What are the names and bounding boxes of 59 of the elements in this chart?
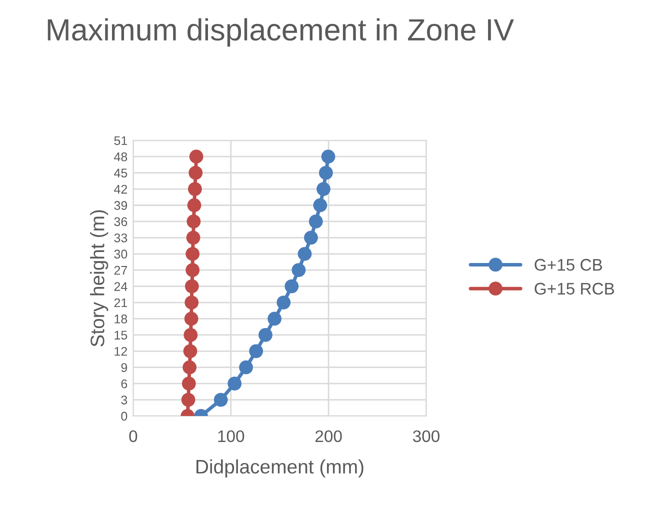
x-tick-label: 200 bbox=[315, 430, 342, 442]
point bbox=[182, 376, 196, 391]
point bbox=[188, 182, 202, 196]
y-tick-label: 0 bbox=[121, 412, 128, 421]
point bbox=[186, 246, 200, 261]
point bbox=[304, 230, 318, 245]
y-tick-label: 27 bbox=[114, 266, 128, 275]
point bbox=[268, 312, 282, 326]
y-axis-title: Story height (m) bbox=[90, 210, 108, 346]
point bbox=[187, 198, 202, 212]
point bbox=[239, 360, 253, 374]
point bbox=[183, 344, 198, 358]
point bbox=[318, 166, 333, 180]
y-tick-label: 36 bbox=[114, 217, 128, 226]
y-tick-label: 42 bbox=[114, 184, 128, 194]
point bbox=[189, 150, 204, 164]
y-tick-label: 15 bbox=[114, 330, 128, 340]
y-tick-label: 30 bbox=[114, 250, 128, 259]
y-tick-label: 39 bbox=[114, 201, 128, 210]
point bbox=[184, 279, 199, 294]
y-tick-label: 33 bbox=[114, 233, 128, 242]
point bbox=[188, 166, 203, 180]
y-tick-label: 12 bbox=[114, 346, 128, 356]
point bbox=[321, 150, 336, 164]
y-tick-label: 21 bbox=[114, 298, 128, 308]
point bbox=[214, 392, 228, 407]
point bbox=[308, 214, 323, 228]
point bbox=[258, 328, 272, 342]
point bbox=[316, 182, 330, 196]
point bbox=[181, 392, 196, 407]
point bbox=[184, 328, 198, 342]
point bbox=[186, 230, 200, 245]
chart-title: Maximum displacement in Zone IV bbox=[48, 18, 514, 47]
y-tick-label: 6 bbox=[121, 379, 128, 388]
y-tick-label: 24 bbox=[114, 282, 128, 291]
point bbox=[186, 263, 200, 278]
point bbox=[292, 263, 306, 278]
legend-label: G+15 RCB bbox=[534, 282, 614, 295]
point bbox=[313, 198, 328, 212]
y-tick-label: 48 bbox=[114, 152, 128, 162]
point bbox=[284, 279, 299, 294]
point bbox=[184, 296, 199, 310]
x-tick-label: 300 bbox=[412, 430, 440, 442]
legend-label: G+15 CB bbox=[534, 258, 602, 271]
point bbox=[298, 246, 312, 261]
point bbox=[249, 344, 264, 358]
point bbox=[186, 214, 201, 228]
x-axis-title: Didplacement (mm) bbox=[196, 459, 364, 478]
y-tick-label: 3 bbox=[121, 396, 128, 404]
point bbox=[228, 376, 242, 391]
y-tick-label: 45 bbox=[114, 168, 128, 178]
y-tick-label: 18 bbox=[114, 314, 128, 324]
x-tick-label: 0 bbox=[129, 430, 138, 442]
x-tick-label: 100 bbox=[218, 430, 244, 442]
point bbox=[184, 312, 198, 326]
y-tick-label: 51 bbox=[114, 136, 128, 146]
y-tick-label: 9 bbox=[121, 363, 128, 372]
point bbox=[182, 360, 197, 374]
point bbox=[276, 296, 291, 310]
